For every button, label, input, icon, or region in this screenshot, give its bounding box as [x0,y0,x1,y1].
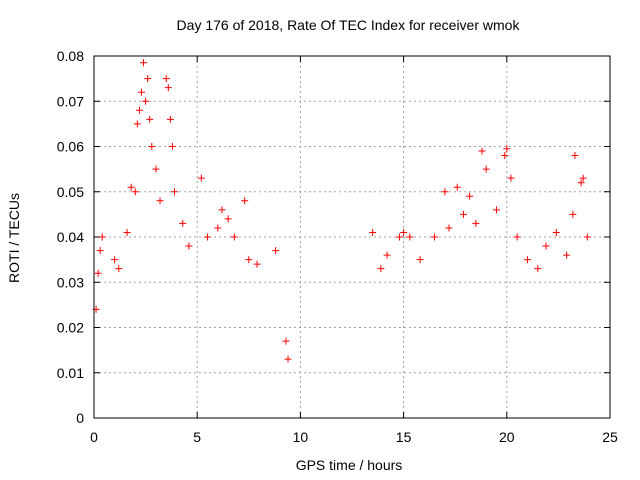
data-point [478,147,486,155]
data-point [445,224,453,232]
y-tick-label: 0.08 [57,48,84,64]
data-point [431,233,439,241]
data-point [204,233,212,241]
data-point [230,233,238,241]
data-point [472,219,480,227]
data-point [253,260,261,268]
data-point [115,265,123,273]
data-point [284,355,292,363]
data-point [563,251,571,259]
data-point [583,233,591,241]
data-point [492,206,500,214]
data-point [168,143,176,150]
y-tick-labels: 0 0.01 0.02 0.03 0.04 0.05 0.06 0.07 0.08 [57,48,84,426]
data-point [577,179,585,187]
data-point [218,206,226,214]
data-point [513,233,521,241]
data-point [501,152,509,160]
x-tick-labels: 0 5 10 15 20 25 [90,429,618,445]
data-point [569,210,577,218]
data-point [214,224,222,232]
data-point [441,188,449,196]
x-tick-label: 10 [293,429,309,445]
plot-frame [93,55,611,419]
data-point [170,188,178,196]
axes [93,55,611,419]
data-point [571,152,579,160]
x-axis-label: GPS time / hours [296,457,403,473]
data-point [152,165,160,173]
data-point [369,228,377,236]
data-point [179,219,187,227]
y-tick-label: 0.01 [57,365,84,381]
data-point [552,228,560,236]
data-point [148,143,156,150]
x-tick-label: 15 [396,429,412,445]
data-point [94,269,102,277]
data-point [156,197,164,205]
data-point [395,233,403,241]
y-tick-label: 0.04 [57,229,84,245]
data-point [96,247,104,255]
data-point [123,228,131,236]
data-point [579,174,587,182]
data-point [241,197,249,205]
y-tick-label: 0 [76,410,84,426]
data-point [146,115,154,123]
data-point [144,75,152,83]
data-point [224,215,232,223]
y-tick-label: 0.06 [57,139,84,155]
data-point [503,145,511,153]
data-point [185,242,193,250]
data-point [400,228,408,236]
data-point [142,97,150,105]
data-point [406,233,414,241]
data-point [482,165,490,173]
y-tick-label: 0.02 [57,320,84,336]
data-point [282,337,290,345]
data-point [377,265,385,273]
chart-title: Day 176 of 2018, Rate Of TEC Index for r… [177,17,521,33]
data-point [140,59,148,67]
data-point [133,120,141,128]
data-point [523,256,531,264]
x-tick-label: 0 [90,429,98,445]
y-tick-label: 0.03 [57,274,84,290]
data-point [166,115,174,123]
data-point [164,84,172,92]
data-point [416,256,424,264]
data-point [507,174,515,182]
data-point [162,75,170,83]
data-point [135,106,143,114]
data-point [137,88,145,96]
data-point [383,251,391,259]
data-point [111,256,119,264]
grid [94,56,610,418]
data-point [131,188,139,196]
data-point [127,183,135,191]
data-point [245,256,253,264]
x-tick-label: 5 [193,429,201,445]
data-point [466,192,474,200]
data-point [534,265,542,273]
x-tick-label: 20 [499,429,515,445]
data-points [92,59,591,363]
data-point [453,183,461,191]
y-axis-label: ROTI / TECUs [6,193,22,283]
data-point [459,210,467,218]
data-point [542,242,550,250]
y-tick-label: 0.07 [57,93,84,109]
data-point [272,247,280,255]
x-tick-label: 25 [602,429,618,445]
y-tick-label: 0.05 [57,184,84,200]
data-point [197,174,205,182]
